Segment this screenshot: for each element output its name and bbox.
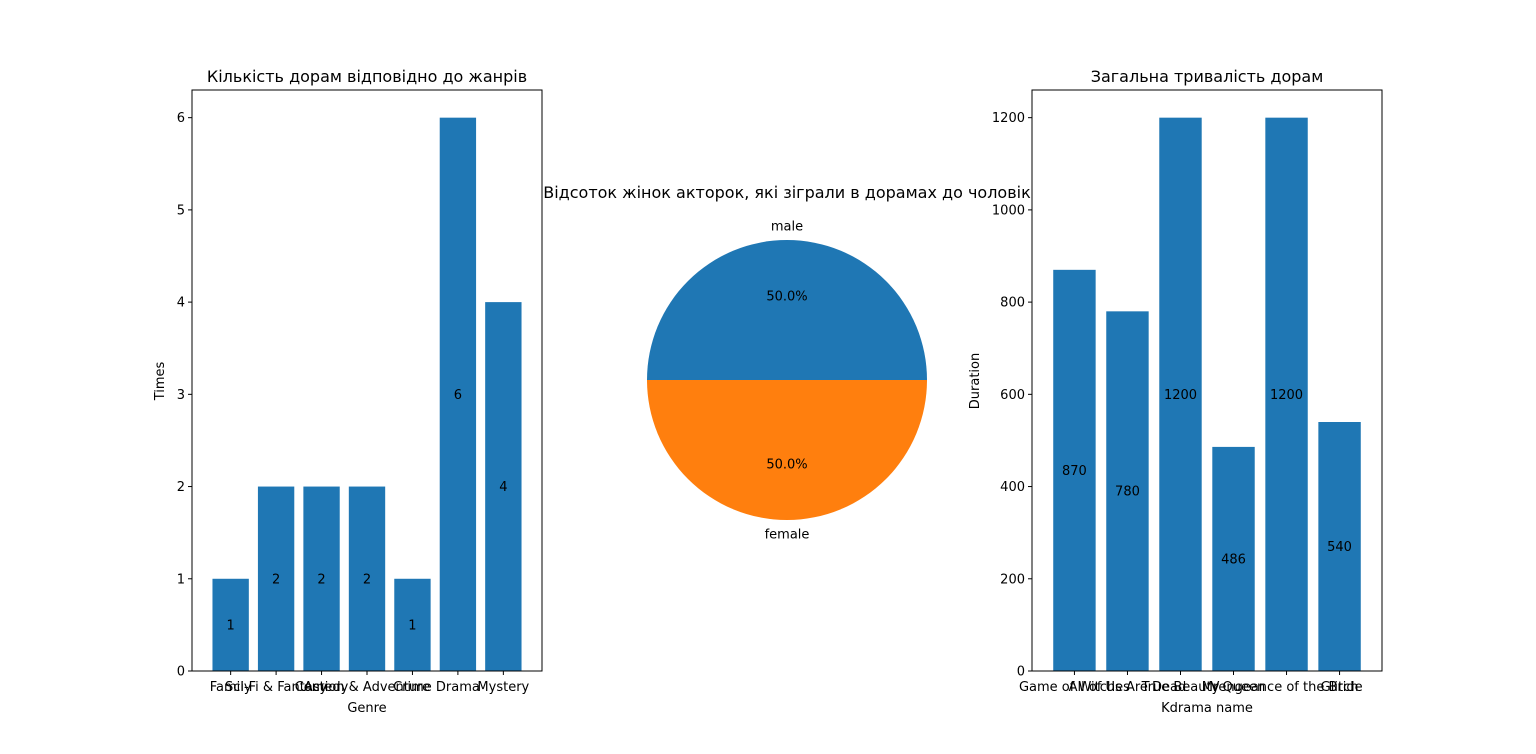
duration-bar <box>1159 117 1202 671</box>
duration-data-label: 1200 <box>1164 388 1197 403</box>
genre-data-label: 1 <box>227 618 235 633</box>
genre-xtick-label: Family <box>210 680 252 695</box>
duration-chart-ylabel: Duration <box>968 353 983 409</box>
genre-ytick-label: 0 <box>177 665 185 680</box>
pie-slice-label: female <box>765 528 810 543</box>
duration-chart-title: Загальна тривалість дорам <box>1091 67 1324 86</box>
duration-ytick-label: 600 <box>1000 388 1025 403</box>
duration-ytick-label: 200 <box>1000 572 1025 587</box>
pie-pct-label: 50.0% <box>766 290 807 305</box>
genre-ytick-label: 2 <box>177 480 185 495</box>
genre-bar <box>257 486 295 671</box>
genre-bar <box>485 302 522 671</box>
duration-data-label: 486 <box>1221 552 1246 567</box>
duration-bar <box>1053 269 1096 671</box>
duration-bar <box>1106 311 1149 671</box>
genre-chart-title: Кількість дорам відповідно до жанрів <box>207 67 527 86</box>
pie-pct-label: 50.0% <box>766 458 807 473</box>
duration-xtick-label: True Beauty <box>1141 680 1220 695</box>
genre-bar-chart: Кількість дорам відповідно до жанрів Gen… <box>153 67 543 716</box>
pie-slice-female <box>647 380 927 520</box>
duration-xtick-label: Vengeance of the Bride <box>1210 680 1362 695</box>
genre-bar <box>348 486 386 671</box>
duration-ytick-label: 800 <box>1000 296 1025 311</box>
duration-xtick-label: Game of Witches <box>1019 680 1130 695</box>
genre-ytick-label: 6 <box>177 111 185 126</box>
genre-xtick-label: Sci-Fi & Fantasy <box>225 680 328 695</box>
genre-chart-ylabel: Times <box>153 361 168 401</box>
duration-chart-frame <box>1031 89 1383 672</box>
genre-xtick-label: Crime <box>393 680 432 695</box>
duration-bar-chart: Загальна тривалість дорам Kdrama name Du… <box>968 67 1383 716</box>
duration-xtick-label: Glitch <box>1321 680 1359 695</box>
duration-ytick-label: 1200 <box>992 111 1025 126</box>
duration-bar <box>1212 446 1255 671</box>
genre-data-label: 2 <box>272 572 280 587</box>
duration-ytick-label: 0 <box>1017 665 1025 680</box>
genre-bar <box>303 486 340 671</box>
genre-data-label: 4 <box>499 480 507 495</box>
genre-ytick-label: 4 <box>177 296 185 311</box>
duration-data-label: 870 <box>1062 464 1087 479</box>
duration-chart-marks: 0 200 400 600 800 1000 1200 870 Game of Witches 7… <box>992 111 1363 695</box>
genre-data-label: 2 <box>317 572 325 587</box>
duration-ytick-label: 400 <box>1000 480 1025 495</box>
genre-xtick-label: Action & Adventure <box>304 680 430 695</box>
duration-chart-xlabel: Kdrama name <box>1161 701 1253 716</box>
duration-ytick-label: 1000 <box>992 203 1025 218</box>
genre-data-label: 6 <box>454 388 462 403</box>
genre-xtick-label: Mystery <box>477 680 529 695</box>
genre-data-label: 2 <box>363 572 371 587</box>
duration-bar <box>1318 422 1361 671</box>
genre-chart-xlabel: Genre <box>347 701 386 716</box>
duration-data-label: 780 <box>1115 485 1140 500</box>
duration-bar <box>1265 117 1308 671</box>
pie-slice-male <box>647 240 927 380</box>
genre-ytick-label: 5 <box>177 203 185 218</box>
genre-bar <box>212 578 249 671</box>
genre-ytick-label: 3 <box>177 388 185 403</box>
duration-data-label: 1200 <box>1270 388 1303 403</box>
genre-bar <box>439 117 477 671</box>
pie-chart-title: Відсоток жінок акторок, які зіграли в до… <box>543 183 1031 202</box>
genre-chart-marks: 0 1 2 3 4 5 6 1 Family 2 Sci-Fi & Fantasy 2 Comedy 2 A… <box>177 111 530 695</box>
genre-xtick-label: Drama <box>436 680 480 695</box>
genre-bar <box>394 578 431 671</box>
duration-xtick-label: All of Us Are Dead <box>1069 680 1187 695</box>
pie-chart-marks: male 50.0% female 50.0% <box>647 220 927 543</box>
gender-pie-chart: Відсоток жінок акторок, які зіграли в до… <box>543 183 1031 543</box>
genre-data-label: 1 <box>408 618 416 633</box>
genre-ytick-label: 1 <box>177 572 185 587</box>
duration-xtick-label: Mr Queen <box>1202 680 1265 695</box>
duration-data-label: 540 <box>1327 540 1352 555</box>
pie-slice-label: male <box>771 220 803 235</box>
genre-xtick-label: Comedy <box>295 680 349 695</box>
genre-chart-frame <box>191 89 543 672</box>
